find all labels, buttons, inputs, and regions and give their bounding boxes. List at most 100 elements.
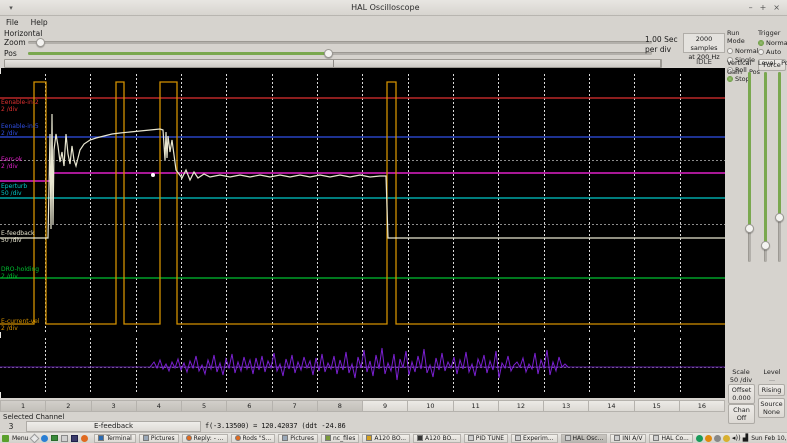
channel-button-11[interactable]: 11 xyxy=(453,400,499,412)
close-button[interactable]: × xyxy=(773,3,780,12)
menu-item-help[interactable]: Help xyxy=(30,17,48,27)
channel-button-5[interactable]: 5 xyxy=(182,400,228,412)
menu-icon[interactable] xyxy=(2,434,9,442)
trigger-level-knob[interactable] xyxy=(775,213,784,222)
pos-slider[interactable] xyxy=(28,49,652,58)
app-icon xyxy=(417,435,424,441)
taskbar-window-experim[interactable]: Experim... xyxy=(511,433,558,443)
sample-count: 2000 samples xyxy=(690,35,718,52)
taskbar-window-a120-bo-2[interactable]: A120 BO... xyxy=(413,433,461,443)
channel-button-9[interactable]: 9 xyxy=(363,400,409,412)
run-mode-normal[interactable]: Normal xyxy=(727,47,759,55)
zoom-slider-knob[interactable] xyxy=(36,38,45,47)
tray-volume-icon[interactable]: ◂)) xyxy=(731,434,741,442)
vertical-pos-slider[interactable] xyxy=(761,72,770,262)
taskbar-window-reply[interactable]: Reply: - ... xyxy=(181,433,228,443)
taskbar-window-pictures-1[interactable]: Pictures xyxy=(138,433,179,443)
channel-button-8[interactable]: 8 xyxy=(317,400,363,412)
taskbar-window-pid-tune[interactable]: PID TUNE xyxy=(463,433,508,443)
taskbar-window-rods[interactable]: Rods "S... xyxy=(230,433,276,443)
channel-label-eerr-ok[interactable]: Eerr-ok 2 /div xyxy=(1,156,22,170)
tray-update-icon[interactable] xyxy=(704,434,712,442)
minimize-button[interactable]: – xyxy=(748,3,753,12)
scope-main-plot[interactable]: Eenable-in-2 2 /div Eenable-in-5 2 /div … xyxy=(0,74,725,332)
menu-item-file[interactable]: File xyxy=(6,17,19,27)
taskbar-window-hal-osc-active[interactable]: HAL Osc... xyxy=(560,433,608,443)
channel-label-eperturb[interactable]: Eperturb 50 /div xyxy=(1,183,27,197)
offset-button[interactable]: Offset 0.000 xyxy=(728,384,755,404)
run-mode-single[interactable]: Single xyxy=(727,56,756,64)
force-trigger-button[interactable]: Force xyxy=(758,59,786,71)
taskbar-window-hal-co[interactable]: HAL Co... xyxy=(649,433,693,443)
offset-label: Offset xyxy=(731,386,752,394)
terminal-icon[interactable] xyxy=(51,435,59,441)
pos-slider-row: Pos xyxy=(4,49,656,58)
trigger-level-slider[interactable] xyxy=(775,72,784,262)
radio-dot-icon xyxy=(727,66,733,73)
channel-button-4[interactable]: 4 xyxy=(136,400,182,412)
trigger-level-fill xyxy=(778,72,781,216)
channel-button-2[interactable]: 2 xyxy=(46,400,92,412)
channel-button-3[interactable]: 3 xyxy=(91,400,137,412)
channel-label-eenable-in-5[interactable]: Eenable-in-5 2 /div xyxy=(1,123,39,137)
trigger-source-button[interactable]: Source None xyxy=(758,398,785,418)
tray-sync-icon[interactable] xyxy=(695,434,703,442)
taskbar-window-ini-av[interactable]: INI A/V xyxy=(610,433,647,443)
tray-lock-icon[interactable] xyxy=(722,434,730,442)
taskbar-window-label: Rods "S... xyxy=(242,434,272,442)
system-tray[interactable]: ◂)) ▟ xyxy=(695,434,749,442)
menu-label[interactable]: Menu xyxy=(12,434,29,442)
zoom-slider[interactable] xyxy=(28,38,652,47)
taskbar-window-pictures-2[interactable]: Pictures xyxy=(278,433,318,443)
channel-label-dro-holding[interactable]: DRO-holding 2 /div xyxy=(1,266,39,280)
scale-value: 50 /div xyxy=(729,376,753,384)
globe-icon[interactable] xyxy=(41,434,49,442)
channel-button-bar[interactable]: 1 2 3 4 5 6 7 8 9 10 11 12 13 14 15 16 xyxy=(0,400,725,412)
taskbar-launchers[interactable]: Menu xyxy=(2,433,89,443)
channel-label-eenable-in-2[interactable]: Eenable-in-2 2 /div xyxy=(1,99,39,113)
right-control-panel: Run Mode Normal Single Roll Stop Trigger… xyxy=(725,28,787,424)
channel-button-12[interactable]: 12 xyxy=(498,400,544,412)
run-mode-roll[interactable]: Roll xyxy=(727,66,756,74)
scale-label: Scale xyxy=(732,368,750,376)
taskbar-window-a120-bo-1[interactable]: A120 BO... xyxy=(362,433,411,443)
trigger-normal[interactable]: Normal xyxy=(758,39,787,47)
sample-rate-box[interactable]: 2000 samples at 200 Hz xyxy=(683,33,725,61)
tray-network-icon[interactable]: ▟ xyxy=(742,434,749,442)
channel-button-14[interactable]: 14 xyxy=(589,400,635,412)
trigger-slope-button[interactable]: Rising xyxy=(758,384,785,396)
trigger-auto[interactable]: Auto xyxy=(758,48,786,56)
chan-off-button[interactable]: Chan Off xyxy=(728,404,755,424)
maximize-button[interactable]: + xyxy=(759,3,767,12)
channel-label-e-current-vel[interactable]: E-current-vel 2 /div xyxy=(1,318,40,332)
zoom-slider-row: Zoom xyxy=(4,38,656,47)
channel-button-15[interactable]: 15 xyxy=(634,400,680,412)
pos-slider-knob[interactable] xyxy=(324,49,333,58)
channel-button-7[interactable]: 7 xyxy=(272,400,318,412)
trigger-level-readout: Level — xyxy=(758,368,786,384)
save-icon[interactable] xyxy=(61,434,69,442)
taskbar-window-terminal[interactable]: Terminal xyxy=(94,433,136,443)
taskbar-window-nc-files[interactable]: nc_files xyxy=(320,433,360,443)
selected-channel-row: 3 E-feedback f(-3.13500) = 120.42037 (dd… xyxy=(0,420,725,432)
vertical-gain-slider[interactable] xyxy=(745,72,754,262)
oscilloscope-display[interactable]: Eenable-in-2 2 /div Eenable-in-5 2 /div … xyxy=(0,68,725,398)
browser-icon[interactable] xyxy=(81,434,89,442)
pencil-icon[interactable] xyxy=(30,433,40,443)
taskbar-clock[interactable]: Sun Feb 10, 15:28 xyxy=(751,434,787,442)
vertical-gain-knob[interactable] xyxy=(745,224,754,233)
window-menu-icon[interactable]: ▾ xyxy=(9,3,13,12)
channel-button-13[interactable]: 13 xyxy=(544,400,590,412)
files-icon[interactable] xyxy=(71,434,79,442)
channel-button-16[interactable]: 16 xyxy=(679,400,725,412)
channel-label-e-feedback[interactable]: E-feedback 50 /div xyxy=(1,230,35,244)
horizontal-scrollbar[interactable] xyxy=(4,59,662,68)
vertical-pos-knob[interactable] xyxy=(761,241,770,250)
tray-misc-icon[interactable] xyxy=(713,434,721,442)
scope-lower-plot[interactable] xyxy=(0,338,725,396)
channel-button-1[interactable]: 1 xyxy=(0,400,47,412)
channel-button-10[interactable]: 10 xyxy=(408,400,454,412)
run-mode-stop[interactable]: Stop xyxy=(727,75,756,83)
channel-button-6[interactable]: 6 xyxy=(227,400,273,412)
selected-channel-signal-button[interactable]: E-feedback xyxy=(26,420,201,432)
